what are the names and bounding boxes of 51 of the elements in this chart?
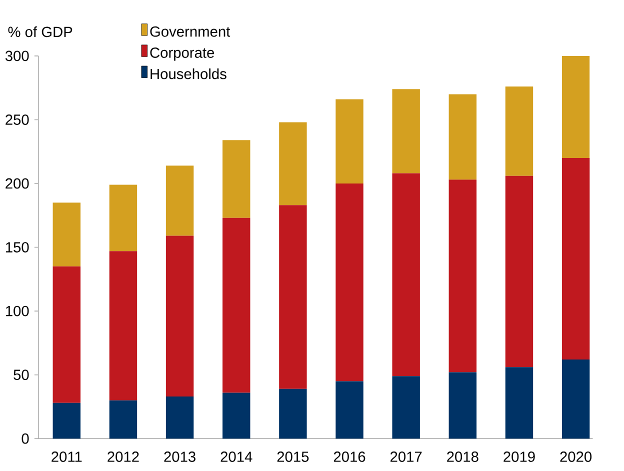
x-tick-label: 2016 xyxy=(334,452,366,462)
bar xyxy=(448,180,477,372)
bar xyxy=(336,99,364,184)
bar xyxy=(166,396,194,439)
bar xyxy=(336,381,364,439)
y-tick-label: 300 xyxy=(5,50,29,62)
y-axis-title: % of GDP xyxy=(8,26,72,38)
bar xyxy=(52,266,81,403)
y-tick-label: 150 xyxy=(6,242,29,252)
bar xyxy=(52,202,81,266)
bar xyxy=(166,166,194,236)
y-tick-label: 50 xyxy=(14,370,29,380)
bar xyxy=(166,236,194,397)
bar xyxy=(52,402,81,439)
bar xyxy=(109,251,138,400)
legend-label: Households xyxy=(150,68,226,80)
bar xyxy=(392,376,420,439)
bar xyxy=(505,176,534,368)
x-tick-label: 2015 xyxy=(277,452,309,462)
legend-label: Government xyxy=(150,26,230,37)
bar xyxy=(562,56,590,158)
bar xyxy=(505,86,534,176)
bar xyxy=(279,122,307,206)
bar xyxy=(109,400,138,439)
bar xyxy=(392,89,420,174)
bar xyxy=(222,218,250,393)
x-tick-label: 2017 xyxy=(390,452,422,462)
x-tick-label: 2011 xyxy=(52,452,82,462)
bar xyxy=(222,140,250,218)
bar xyxy=(562,360,590,439)
bar xyxy=(222,392,250,439)
x-tick-label: 2013 xyxy=(164,452,196,462)
x-tick-label: 2018 xyxy=(447,452,478,462)
bar xyxy=(505,367,534,439)
x-tick-label: 2014 xyxy=(220,452,252,462)
x-tick-label: 2019 xyxy=(504,452,535,462)
bar xyxy=(279,205,307,389)
bar xyxy=(336,183,364,382)
bar xyxy=(562,158,590,360)
y-tick-label: 200 xyxy=(6,178,29,189)
bar xyxy=(279,388,307,439)
x-tick-label: 2012 xyxy=(108,452,139,462)
bar xyxy=(448,372,477,439)
bar xyxy=(392,173,420,376)
bar xyxy=(109,184,138,252)
bar xyxy=(448,94,477,180)
x-tick-label: 2020 xyxy=(560,452,592,462)
y-tick-label: 250 xyxy=(6,114,29,125)
legend-label: Corporate xyxy=(150,48,214,61)
y-tick-label: 100 xyxy=(6,306,29,316)
y-tick-label: 0 xyxy=(22,433,29,444)
